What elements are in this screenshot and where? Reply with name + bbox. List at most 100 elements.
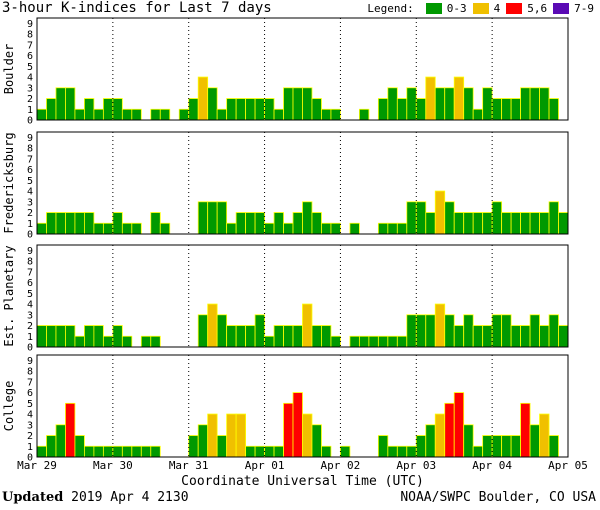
bar-fredericksburg xyxy=(74,212,85,235)
bar-est-planetary xyxy=(93,325,104,348)
bar-fredericksburg xyxy=(302,201,313,235)
bar-fredericksburg xyxy=(84,212,95,235)
panel-label-fredericksburg: Fredericksburg xyxy=(2,132,16,233)
y-tick-label: 2 xyxy=(27,431,33,442)
y-tick-label: 6 xyxy=(27,51,33,62)
x-tick-label: Apr 05 xyxy=(548,459,588,472)
y-tick-label: 6 xyxy=(27,278,33,289)
bar-college xyxy=(387,445,398,458)
bar-est-planetary xyxy=(321,325,332,348)
updated-label: Updated xyxy=(2,490,64,505)
bar-boulder xyxy=(330,108,341,121)
bar-boulder xyxy=(463,87,474,121)
y-tick-label: 7 xyxy=(27,377,33,388)
y-tick-label: 0 xyxy=(27,343,33,354)
bar-boulder xyxy=(74,108,85,121)
bar-est-planetary xyxy=(273,325,284,348)
bar-boulder xyxy=(226,98,237,121)
bar-fredericksburg xyxy=(463,212,474,235)
bar-est-planetary xyxy=(46,325,57,348)
bar-boulder xyxy=(520,87,531,121)
bar-boulder xyxy=(112,98,123,121)
bar-boulder xyxy=(377,98,389,121)
bar-boulder xyxy=(548,98,559,121)
bar-est-planetary xyxy=(491,314,503,348)
bar-college xyxy=(510,435,521,458)
panel-frame-college xyxy=(36,354,569,458)
bar-est-planetary xyxy=(406,314,417,348)
bar-est-planetary xyxy=(140,335,152,348)
bar-boulder xyxy=(178,108,190,121)
bar-college xyxy=(311,424,322,458)
bar-fredericksburg xyxy=(159,222,171,235)
bar-boulder xyxy=(235,98,247,121)
bar-est-planetary xyxy=(387,335,398,348)
bar-college xyxy=(472,445,484,458)
bar-college xyxy=(55,424,66,458)
bar-college xyxy=(207,413,218,458)
bar-college xyxy=(102,445,114,458)
bar-boulder xyxy=(491,98,503,121)
bar-fredericksburg xyxy=(93,222,104,235)
bar-college xyxy=(292,392,303,458)
bar-college xyxy=(121,445,133,458)
x-tick-label: Apr 04 xyxy=(472,459,512,472)
y-tick-label: 8 xyxy=(27,257,33,268)
bar-est-planetary xyxy=(264,335,275,348)
y-tick-label: 3 xyxy=(27,197,33,208)
bar-est-planetary xyxy=(472,325,484,348)
y-tick-label: 3 xyxy=(27,420,33,431)
y-tick-label: 9 xyxy=(27,133,33,144)
bar-est-planetary xyxy=(311,325,322,348)
bar-fredericksburg xyxy=(55,212,66,235)
y-tick-label: 1 xyxy=(27,219,33,230)
y-tick-label: 3 xyxy=(27,310,33,321)
bar-est-planetary xyxy=(55,325,66,348)
bar-est-planetary xyxy=(121,335,133,348)
bar-college xyxy=(444,402,455,458)
y-tick-label: 4 xyxy=(27,300,33,311)
bar-college xyxy=(491,435,503,458)
legend-text-7-9: 7-9 xyxy=(574,2,594,15)
x-axis-label: Coordinate Universal Time (UTC) xyxy=(181,474,424,489)
bar-boulder xyxy=(254,98,265,121)
bar-boulder xyxy=(482,87,493,121)
bar-college xyxy=(463,424,474,458)
legend-text-5-6: 5,6 xyxy=(527,2,548,15)
bar-fredericksburg xyxy=(415,201,427,235)
bar-college xyxy=(216,435,228,458)
bar-college xyxy=(396,445,408,458)
bar-boulder xyxy=(321,108,332,121)
legend-item-5-6: 5,6 xyxy=(506,2,547,15)
bar-boulder xyxy=(311,98,322,121)
bar-college xyxy=(548,435,559,458)
bar-college xyxy=(46,435,57,458)
bar-est-planetary xyxy=(84,325,95,348)
bar-est-planetary xyxy=(292,325,303,348)
bar-est-planetary xyxy=(558,325,569,348)
bar-fredericksburg xyxy=(283,222,294,235)
bar-fredericksburg xyxy=(46,212,57,235)
x-tick-label: Mar 31 xyxy=(169,459,209,472)
bar-est-planetary xyxy=(548,314,559,348)
bar-est-planetary xyxy=(197,314,209,348)
bar-est-planetary xyxy=(377,335,389,348)
bar-est-planetary xyxy=(358,335,370,348)
bar-boulder xyxy=(102,98,114,121)
y-tick-label: 1 xyxy=(27,105,33,116)
bar-college xyxy=(150,445,161,458)
panel-frame-boulder xyxy=(36,17,569,121)
bar-est-planetary xyxy=(254,314,265,348)
bar-boulder xyxy=(65,87,76,121)
bar-college xyxy=(84,445,95,458)
y-tick-label: 0 xyxy=(27,116,33,127)
bar-est-planetary xyxy=(330,335,341,348)
bar-boulder xyxy=(510,98,521,121)
bar-college xyxy=(93,445,104,458)
bar-college xyxy=(264,445,275,458)
bar-college xyxy=(140,445,152,458)
legend-item-0-3: 0-3 xyxy=(425,2,467,15)
bar-boulder xyxy=(415,98,427,121)
y-tick-label: 1 xyxy=(27,332,33,343)
